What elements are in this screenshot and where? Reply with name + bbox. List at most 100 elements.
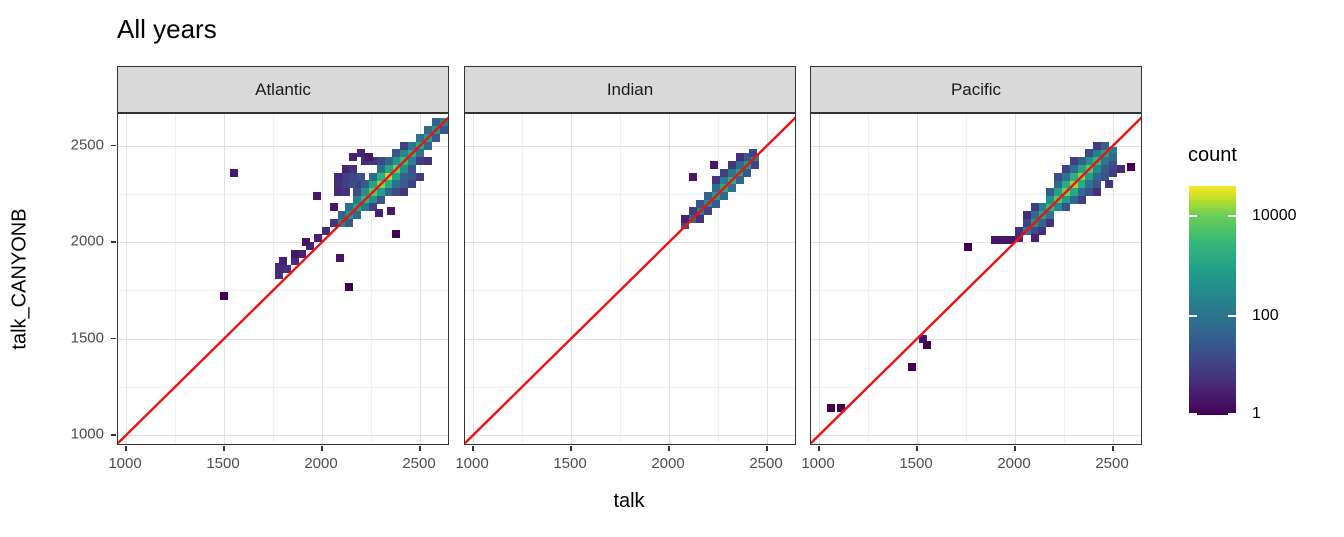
panel-pacific bbox=[810, 113, 1142, 445]
count-bin bbox=[220, 292, 229, 301]
count-bin bbox=[290, 249, 299, 258]
count-bin bbox=[400, 172, 409, 181]
count-bin bbox=[1061, 172, 1070, 181]
x-tick-mark bbox=[766, 446, 768, 451]
count-bin bbox=[298, 249, 307, 258]
x-tick-mark bbox=[916, 446, 918, 451]
count-bin bbox=[329, 203, 338, 212]
count-bin bbox=[1093, 180, 1102, 189]
count-bin bbox=[423, 126, 432, 135]
count-bin bbox=[1093, 187, 1102, 196]
gridline-major bbox=[465, 242, 795, 244]
gridline-major bbox=[322, 114, 324, 444]
gridline-major bbox=[1113, 114, 1114, 444]
count-bin bbox=[719, 176, 728, 185]
count-bin bbox=[1085, 180, 1094, 189]
count-bin bbox=[314, 234, 323, 243]
x-tick-label: 2000 bbox=[304, 455, 338, 472]
count-bin bbox=[302, 238, 311, 247]
count-bin bbox=[416, 157, 424, 166]
count-bin bbox=[1077, 157, 1086, 166]
colorbar-tick bbox=[1228, 214, 1236, 217]
count-bin bbox=[400, 141, 409, 150]
count-bin bbox=[278, 257, 287, 266]
count-bin bbox=[1061, 195, 1070, 204]
count-bin bbox=[1109, 168, 1117, 177]
count-bin bbox=[1077, 187, 1086, 196]
x-tick-label: 1000 bbox=[108, 455, 142, 472]
gridline-minor bbox=[718, 114, 720, 444]
count-bin bbox=[1061, 180, 1070, 189]
x-tick-label: 2500 bbox=[1095, 455, 1129, 472]
count-bin bbox=[333, 187, 342, 196]
x-tick-label: 2500 bbox=[749, 455, 783, 472]
colorbar-tick bbox=[1228, 413, 1236, 415]
count-bin bbox=[392, 180, 401, 189]
x-tick-label: 1500 bbox=[553, 455, 587, 472]
count-bin bbox=[680, 220, 689, 229]
count-bin bbox=[743, 153, 752, 162]
count-bin bbox=[400, 164, 409, 173]
count-bin bbox=[365, 153, 374, 162]
count-bin bbox=[376, 195, 385, 204]
x-tick-label: 1500 bbox=[899, 455, 933, 472]
count-bin bbox=[333, 172, 342, 181]
count-bin bbox=[1054, 180, 1063, 189]
count-bin bbox=[991, 236, 1000, 245]
count-bin bbox=[400, 187, 409, 196]
count-bin bbox=[384, 187, 393, 196]
count-bin bbox=[1101, 172, 1110, 181]
facet-pacific: Pacific 1000 1500 2000 2500 bbox=[801, 66, 1142, 486]
count-bin bbox=[408, 164, 417, 173]
count-bin bbox=[392, 149, 401, 158]
gridline-major bbox=[811, 145, 1141, 147]
x-tick-mark bbox=[223, 446, 225, 451]
gridline-minor bbox=[811, 386, 1141, 388]
gridline-major bbox=[767, 114, 768, 444]
count-bin bbox=[313, 191, 322, 200]
panel-atlantic bbox=[117, 113, 449, 445]
count-bin bbox=[826, 404, 835, 413]
gridline-major bbox=[224, 114, 226, 444]
x-tick-label: 1000 bbox=[455, 455, 489, 472]
count-bin bbox=[376, 157, 385, 166]
x-tick-mark bbox=[1014, 446, 1016, 451]
x-tick-label: 2000 bbox=[997, 455, 1031, 472]
count-bin bbox=[374, 209, 383, 218]
count-bin bbox=[1046, 211, 1055, 220]
gridline-major bbox=[118, 145, 448, 147]
count-bin bbox=[1014, 226, 1023, 235]
count-bin bbox=[1085, 187, 1094, 196]
legend: count 10000 100 1 bbox=[1150, 140, 1344, 440]
count-bin bbox=[408, 180, 417, 189]
count-bin bbox=[400, 149, 409, 158]
count-bin bbox=[922, 341, 931, 350]
y-tick-mark bbox=[111, 144, 116, 147]
count-bin bbox=[1069, 164, 1078, 173]
gridline-minor bbox=[371, 114, 373, 444]
count-bin bbox=[353, 211, 362, 220]
count-bin bbox=[710, 160, 719, 169]
count-bin bbox=[408, 141, 417, 150]
gridline-minor bbox=[811, 290, 1141, 292]
y-tick-label: 2500 bbox=[70, 136, 104, 154]
y-axis: 1000 1500 2000 2500 bbox=[0, 113, 117, 445]
count-bin bbox=[341, 164, 350, 173]
gridline-major bbox=[118, 242, 448, 244]
legend-tick-label: 100 bbox=[1252, 306, 1279, 324]
count-bin bbox=[386, 207, 395, 216]
count-bin bbox=[1101, 164, 1110, 173]
count-bin bbox=[337, 211, 346, 220]
count-bin bbox=[1093, 164, 1102, 173]
x-tick-mark bbox=[419, 446, 421, 451]
x-tick-label: 1000 bbox=[801, 455, 835, 472]
count-bin bbox=[357, 172, 366, 181]
count-bin bbox=[384, 164, 393, 173]
legend-tick-label: 1 bbox=[1252, 405, 1261, 422]
count-bin bbox=[1007, 236, 1016, 245]
count-bin bbox=[229, 168, 238, 177]
gridline-major bbox=[917, 114, 919, 444]
count-bin bbox=[1030, 203, 1039, 212]
colorbar-tick bbox=[1189, 314, 1197, 317]
count-bin bbox=[368, 180, 377, 189]
